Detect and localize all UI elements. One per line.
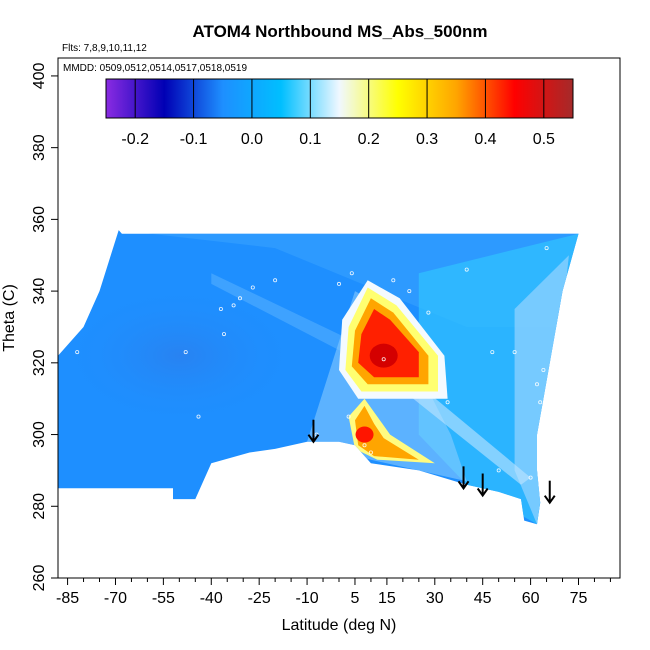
sample-point: [273, 278, 278, 283]
arrow-markers: [307, 419, 556, 505]
sample-point: [512, 350, 517, 355]
sample-point: [560, 342, 565, 347]
sample-point: [183, 350, 188, 355]
x-tick-label: -10: [296, 590, 319, 607]
colorbar-tick-label: 0.2: [358, 131, 380, 148]
y-tick-label: 320: [31, 349, 48, 376]
colorbar-tick-label: -0.1: [180, 131, 208, 148]
sample-point: [218, 306, 223, 311]
colorbar-tick-label: -0.2: [121, 131, 149, 148]
colorbar-tick-label: 0.3: [416, 131, 438, 148]
sample-point: [368, 450, 373, 455]
sample-point: [381, 357, 386, 362]
pale-region-east: [514, 255, 569, 525]
x-tick-label: 15: [378, 590, 396, 607]
colorbar-tick-label: 0.1: [299, 131, 321, 148]
colorbar-tick-label: 0.0: [241, 131, 263, 148]
x-tick-label: 60: [522, 590, 540, 607]
sample-point: [75, 350, 80, 355]
x-tick-label: -55: [152, 590, 175, 607]
cool-region: [59, 285, 300, 426]
sample-point: [362, 443, 367, 448]
sample-point: [196, 414, 201, 419]
heatmap-field: [58, 230, 579, 525]
arrow-head: [476, 487, 489, 498]
sample-point: [212, 464, 217, 469]
sample-point: [336, 281, 341, 286]
x-tick-label: -70: [104, 590, 127, 607]
sample-point: [349, 271, 354, 276]
flights-subtitle: Flts: 7,8,9,10,11,12: [62, 43, 147, 54]
x-tick-label: 30: [426, 590, 444, 607]
x-axis: -85 -70 -55 -40 -25 -10 5 15 30 45 60 75: [56, 578, 611, 607]
sample-points: [75, 246, 565, 480]
x-tick-label: -25: [248, 590, 271, 607]
sample-point: [464, 267, 469, 272]
y-tick-label: 300: [31, 421, 48, 448]
x-tick-label: -40: [200, 590, 223, 607]
sample-point: [250, 285, 255, 290]
y-tick-label: 380: [31, 134, 48, 161]
colorbar-tick-label: 0.4: [474, 131, 496, 148]
x-tick-label: 5: [351, 590, 360, 607]
sample-point: [528, 475, 533, 480]
arrow-head: [543, 495, 556, 505]
y-tick-label: 360: [31, 206, 48, 233]
sample-point: [535, 382, 540, 387]
y-tick-label: 280: [31, 493, 48, 520]
sample-point: [391, 278, 396, 283]
hotspot-core: [369, 343, 398, 368]
colorbar-tick-label: 0.5: [533, 131, 555, 148]
arrow-head: [457, 480, 470, 491]
sample-point: [538, 400, 543, 405]
x-tick-label: 75: [570, 590, 588, 607]
sample-point: [541, 367, 546, 372]
y-axis-title: Theta (C): [1, 284, 18, 352]
sample-point: [221, 332, 226, 337]
sample-point: [445, 400, 450, 405]
sample-point: [426, 310, 431, 315]
sample-point: [490, 350, 495, 355]
arrow-head: [307, 434, 320, 444]
sample-point: [496, 468, 501, 473]
field-clipped: [58, 230, 579, 525]
sample-point: [544, 246, 549, 251]
x-tick-label: 45: [474, 590, 492, 607]
dates-subtitle: MMDD: 0509,0512,0514,0517,0518,0519: [63, 63, 247, 74]
sample-point: [237, 296, 242, 301]
chart-title: ATOM4 Northbound MS_Abs_500nm: [192, 22, 487, 41]
sample-point: [231, 303, 236, 308]
hotspot2-orange: [355, 405, 419, 460]
y-tick-label: 400: [31, 62, 48, 89]
down-arrow-icon: [307, 419, 320, 444]
colorbar-bar: [105, 78, 574, 119]
down-arrow-icon: [457, 466, 470, 491]
hotspot2-core: [355, 426, 374, 443]
x-tick-label: -85: [56, 590, 79, 607]
sample-point: [346, 414, 351, 419]
colorbar: -0.2 -0.1 0.0 0.1 0.2 0.3 0.4 0.5: [105, 78, 574, 148]
down-arrow-icon: [476, 473, 489, 498]
y-tick-label: 340: [31, 278, 48, 305]
y-axis: 260 280 300 320 340 360 380 400: [31, 62, 58, 591]
y-tick-label: 260: [31, 565, 48, 592]
sample-point: [407, 289, 412, 294]
x-axis-title: Latitude (deg N): [282, 617, 397, 634]
down-arrow-icon: [543, 480, 556, 505]
